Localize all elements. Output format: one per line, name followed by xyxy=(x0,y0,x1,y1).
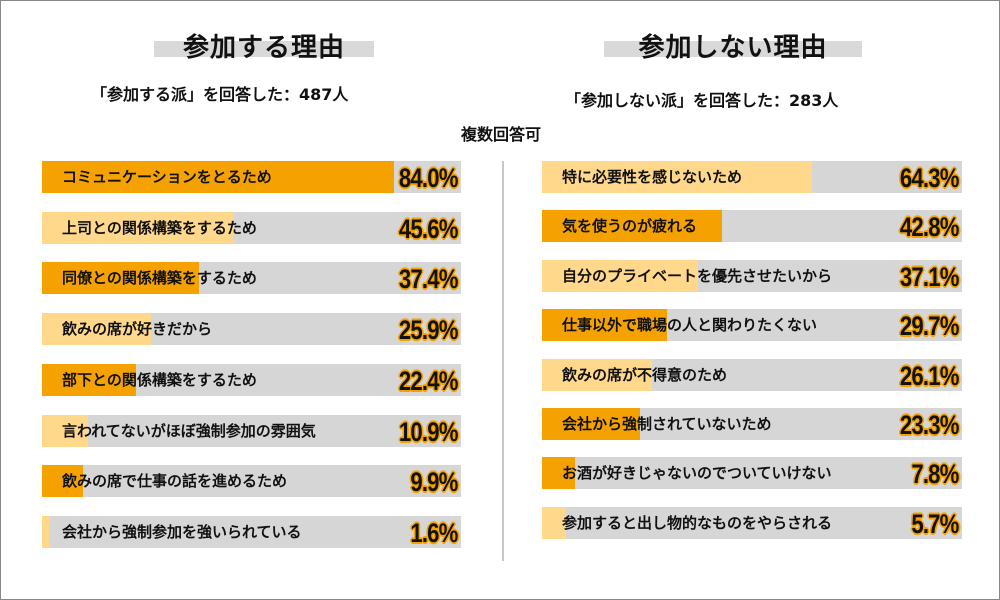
right-bar-value-label: 42.8% xyxy=(900,212,959,242)
right-chart-title: 参加しない理由 xyxy=(604,27,862,63)
right-bar-track xyxy=(542,457,962,489)
left-bar-row: 同僚との関係構築をするため 37.4% xyxy=(42,262,461,294)
right-bar xyxy=(542,210,722,242)
left-title-text: 参加する理由 xyxy=(182,33,345,63)
right-bar xyxy=(542,408,640,440)
right-bar-label: 仕事以外で職場の人と関わりたくない xyxy=(562,316,818,334)
left-bar-track xyxy=(42,465,461,497)
left-bar-track xyxy=(42,516,461,548)
left-bar-value-label: 1.6% xyxy=(410,518,459,548)
left-bar xyxy=(42,161,394,193)
right-bar-value-label: 5.7% xyxy=(911,509,960,539)
right-bar-row: 気を使うのが疲れる 42.8% xyxy=(542,210,962,242)
left-bar xyxy=(42,212,233,244)
left-bar-value-label: 10.9% xyxy=(399,417,458,447)
right-bar-label: 参加すると出し物的なものをやらされる xyxy=(562,514,833,532)
left-bar xyxy=(42,516,49,548)
left-bar-row: 飲みの席で仕事の話を進めるため 9.9% xyxy=(42,465,461,497)
right-bar-label: 気を使うのが疲れる xyxy=(562,217,698,235)
left-chart-title: 参加する理由 xyxy=(154,27,374,63)
right-bar-value-label: 7.8% xyxy=(911,459,960,489)
right-respondents: 「参加しない派」を回答した：283人 xyxy=(565,91,839,110)
left-bar-value-label: 22.4% xyxy=(399,366,458,396)
left-bar-row: 部下との関係構築をするため 22.4% xyxy=(42,364,461,396)
center-divider xyxy=(502,161,504,561)
right-bar xyxy=(542,457,575,489)
left-bar xyxy=(42,415,88,447)
left-bar-label: 同僚との関係構築をするため xyxy=(62,269,257,287)
right-bar-label: 飲みの席が不得意のため xyxy=(562,366,728,384)
right-bar-track xyxy=(542,507,962,539)
right-bar-row: お酒が好きじゃないのでついていけない 7.8% xyxy=(542,457,962,489)
right-bar-value-label: 23.3% xyxy=(900,410,959,440)
left-bar-value-label: 9.9% xyxy=(410,467,459,497)
left-bar-label: 言われてないがほぼ強制参加の雰囲気 xyxy=(62,422,316,440)
right-bar xyxy=(542,161,812,193)
left-bar-label: コミュニケーションをとるため xyxy=(62,168,272,186)
right-bar-row: 参加すると出し物的なものをやらされる 5.7% xyxy=(542,507,962,539)
multiple-answers-note: 複数回答可 xyxy=(460,125,541,144)
right-bar xyxy=(542,309,667,341)
right-bar-value-label: 26.1% xyxy=(900,361,959,391)
left-bar-label: 会社から強制参加を強いられている xyxy=(62,523,302,541)
right-title-underline xyxy=(604,41,862,57)
right-bar-label: お酒が好きじゃないのでついていけない xyxy=(562,464,832,482)
left-bar-label: 上司との関係構築をするため xyxy=(62,219,257,237)
right-bar-label: 自分のプライベートを優先させたいから xyxy=(562,267,833,285)
right-bar-row: 会社から強制されていないため 23.3% xyxy=(542,408,962,440)
left-bar-row: 飲みの席が好きだから 25.9% xyxy=(42,313,461,345)
left-bar-value-label: 37.4% xyxy=(399,264,458,294)
left-bar-track xyxy=(42,415,461,447)
left-bar xyxy=(42,262,199,294)
right-bar-row: 仕事以外で職場の人と関わりたくない 29.7% xyxy=(542,309,962,341)
left-bar-value-label: 25.9% xyxy=(399,315,458,345)
left-bar-value-label: 84.0% xyxy=(399,163,458,193)
right-bar-label: 特に必要性を感じないため xyxy=(562,168,743,186)
right-bar-row: 飲みの席が不得意のため 26.1% xyxy=(542,359,962,391)
left-bar xyxy=(42,465,83,497)
right-bar-value-label: 37.1% xyxy=(900,262,959,292)
right-bar-value-label: 64.3% xyxy=(900,163,959,193)
right-bar-row: 特に必要性を感じないため 64.3% xyxy=(542,161,962,193)
left-bar xyxy=(42,313,151,345)
right-bar-value-label: 29.7% xyxy=(900,311,959,341)
left-bar-row: 上司との関係構築をするため 45.6% xyxy=(42,212,461,244)
left-bar-label: 飲みの席が好きだから xyxy=(62,320,213,338)
left-bar-label: 飲みの席で仕事の話を進めるため xyxy=(62,472,288,490)
right-bar xyxy=(542,507,566,539)
right-bar-row: 自分のプライベートを優先させたいから 37.1% xyxy=(542,260,962,292)
right-title-text: 参加しない理由 xyxy=(638,33,828,63)
left-respondents: 「参加する派」を回答した：487人 xyxy=(91,85,349,104)
left-bar-row: コミュニケーションをとるため 84.0% xyxy=(42,161,461,193)
left-bar-row: 言われてないがほぼ強制参加の雰囲気 10.9% xyxy=(42,415,461,447)
left-bar xyxy=(42,364,136,396)
left-title-underline xyxy=(154,41,374,57)
right-bar-label: 会社から強制されていないため xyxy=(562,415,772,433)
right-bar xyxy=(542,260,698,292)
left-bar-row: 会社から強制参加を強いられている 1.6% xyxy=(42,516,461,548)
left-bar-label: 部下との関係構築をするため xyxy=(62,371,257,389)
right-bar xyxy=(542,359,652,391)
left-bar-value-label: 45.6% xyxy=(399,214,458,244)
